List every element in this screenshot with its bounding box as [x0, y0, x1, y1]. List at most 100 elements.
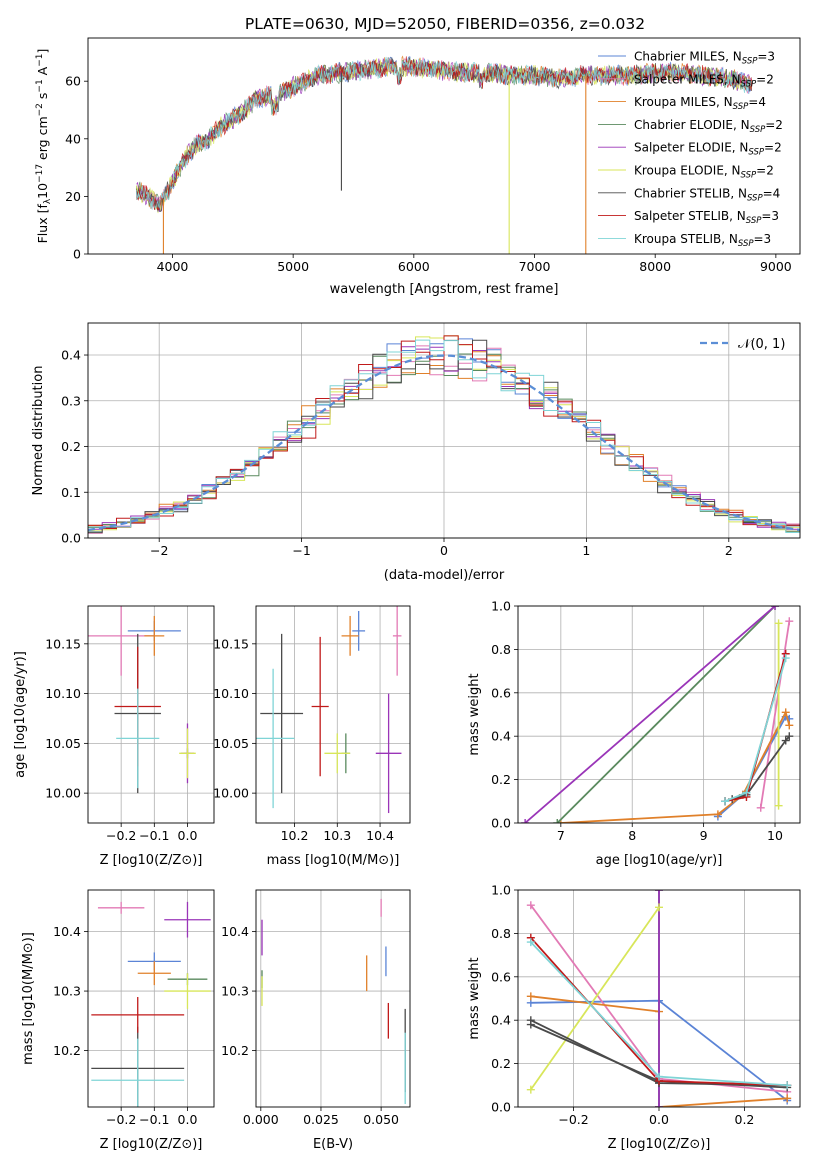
y-tick-label: 0	[73, 247, 81, 262]
plus-marker	[655, 903, 663, 912]
axes-frame	[87, 889, 215, 1108]
plus-marker	[713, 810, 722, 819]
x-axis-label: Z [log10(Z/Z⊙)]	[100, 1137, 203, 1152]
y-tick-label: 20	[65, 189, 81, 204]
weight-line-kroupa-miles	[556, 708, 794, 823]
spectrum-line-kroupa-stelib	[135, 56, 752, 210]
legend-label-salpeter-elodie: Salpeter ELODIE, NSSP=2	[634, 141, 782, 158]
plus-marker	[521, 819, 530, 823]
x-tick-label: 7000	[519, 259, 551, 274]
x-tick-label: 1	[582, 543, 590, 558]
plus-marker	[783, 1081, 792, 1090]
y-axis-label: mass weight	[467, 673, 482, 755]
x-tick-label: 10.4	[366, 828, 394, 843]
y-tick-label: 0.6	[491, 685, 511, 700]
histogram-kroupa-stelib	[88, 339, 800, 533]
y-tick-label: 10.05	[213, 736, 249, 751]
weight-line-kroupa-stelib	[721, 654, 790, 806]
y-tick-label: 40	[65, 131, 81, 146]
y-tick-label: 0.2	[491, 1056, 511, 1071]
y-axis-label: Flux [fλ​10−17​ erg cm−2​ s−1​ A−1​]	[35, 49, 53, 244]
x-tick-label: 10.3	[323, 828, 351, 843]
y-tick-label: 0.0	[491, 816, 511, 831]
legend-label-gaussian: 𝒩(0, 1)	[738, 337, 785, 352]
plus-marker	[774, 801, 783, 810]
error-point-kroupa-miles	[341, 615, 359, 656]
axes-frame	[255, 605, 411, 824]
error-point-salpeter-miles	[88, 606, 155, 676]
line	[524, 606, 776, 823]
x-tick-label: 9000	[760, 259, 792, 274]
y-tick-label: 10.3	[221, 984, 249, 999]
plus-marker	[526, 992, 535, 1001]
legend-label-kroupa-miles: Kroupa MILES, NSSP=4	[634, 95, 766, 112]
plus-marker	[781, 736, 790, 745]
y-tick-label: 0.0	[491, 1100, 511, 1115]
x-tick-label: 0	[440, 543, 448, 558]
y-tick-label: 10.4	[221, 924, 249, 939]
y-axis-label: Normed distribution	[31, 366, 46, 496]
x-tick-label: 10	[767, 828, 783, 843]
plus-marker	[781, 654, 790, 663]
y-tick-label: 0.8	[491, 926, 511, 941]
x-tick-label: 0.0	[178, 1112, 198, 1127]
gaussian-curve	[88, 354, 800, 532]
x-tick-label: 0.2	[735, 1112, 755, 1127]
panel-spectrum: 4000 5000 6000 7000 8000 9000 0 20 40 60 wavelengt…	[35, 37, 801, 297]
error-point-salpeter-stelib	[311, 636, 329, 777]
axes-frame	[87, 605, 215, 824]
plus-marker	[785, 721, 794, 730]
error-point-salpeter-stelib	[91, 997, 185, 1033]
x-tick-label: 6000	[398, 259, 430, 274]
y-tick-label: 0.1	[61, 485, 81, 500]
y-tick-label: 0.4	[61, 348, 81, 363]
plus-marker	[526, 901, 535, 910]
x-tick-label: −2	[150, 543, 168, 558]
x-tick-label: 7	[557, 828, 565, 843]
y-tick-label: 10.15	[45, 636, 81, 651]
error-point-salpeter-elodie	[375, 693, 402, 814]
error-point-salpeter-miles	[97, 901, 145, 914]
y-tick-label: 10.00	[45, 786, 81, 801]
panel-age_vs_Z: −0.2 −0.1 0.0 10.00 10.05 10.10 10.15 Z [log10(…	[13, 605, 215, 868]
figure-title: PLATE=0630, MJD=52050, FIBERID=0356, z=0…	[245, 15, 645, 33]
legend-label-kroupa-stelib: Kroupa STELIB, NSSP=3	[634, 232, 771, 249]
y-tick-label: 0.4	[491, 1013, 511, 1028]
weight-line-kroupa-miles	[526, 992, 663, 1016]
legend-label-salpeter-stelib: Salpeter STELIB, NSSP=3	[634, 209, 779, 226]
line	[658, 1097, 788, 1107]
y-tick-label: 10.05	[45, 736, 81, 751]
weight-line-salpeter-miles	[756, 617, 794, 812]
x-tick-label: 0.000	[243, 1112, 279, 1127]
legend-label-salpeter-miles: Salpeter MILES, NSSP=2	[634, 72, 774, 89]
x-axis-label: Z [log10(Z/Z⊙)]	[100, 853, 203, 868]
plus-marker	[771, 606, 780, 610]
plot-area	[521, 606, 794, 823]
weight-line-kroupa-elodie	[774, 619, 783, 810]
plus-marker	[553, 819, 562, 823]
plus-marker	[655, 1103, 663, 1107]
histogram-salpeter-stelib	[88, 335, 800, 529]
plot-area	[256, 606, 402, 814]
y-tick-label: 10.4	[53, 924, 81, 939]
weight-line-kroupa-miles	[655, 1094, 792, 1107]
plot-area	[526, 890, 792, 1107]
plot-area	[135, 55, 753, 254]
plot-area	[88, 606, 196, 794]
x-tick-label: 0.0	[649, 1112, 669, 1127]
plus-marker	[756, 803, 765, 812]
y-tick-label: 0.2	[491, 772, 511, 787]
x-tick-label: −0.1	[139, 1112, 169, 1127]
error-point-kroupa-miles	[144, 615, 165, 656]
panel-weight_vs_Z: −0.2 0.0 0.2 0.0 0.2 0.4 0.6 0.8 1.0 Z [log10(Z/Z…	[467, 883, 801, 1152]
axes-frame	[517, 605, 801, 824]
plus-marker	[655, 1072, 663, 1081]
plus-marker	[785, 732, 794, 741]
x-axis-label: Z [log10(Z/Z⊙)]	[608, 1137, 711, 1152]
x-tick-label: 8000	[639, 259, 671, 274]
weight-line-kroupa-elodie	[526, 903, 663, 1094]
line	[556, 606, 776, 823]
x-axis-label: wavelength [Angstrom, rest frame]	[330, 282, 559, 297]
y-tick-label: 0.0	[61, 531, 81, 546]
